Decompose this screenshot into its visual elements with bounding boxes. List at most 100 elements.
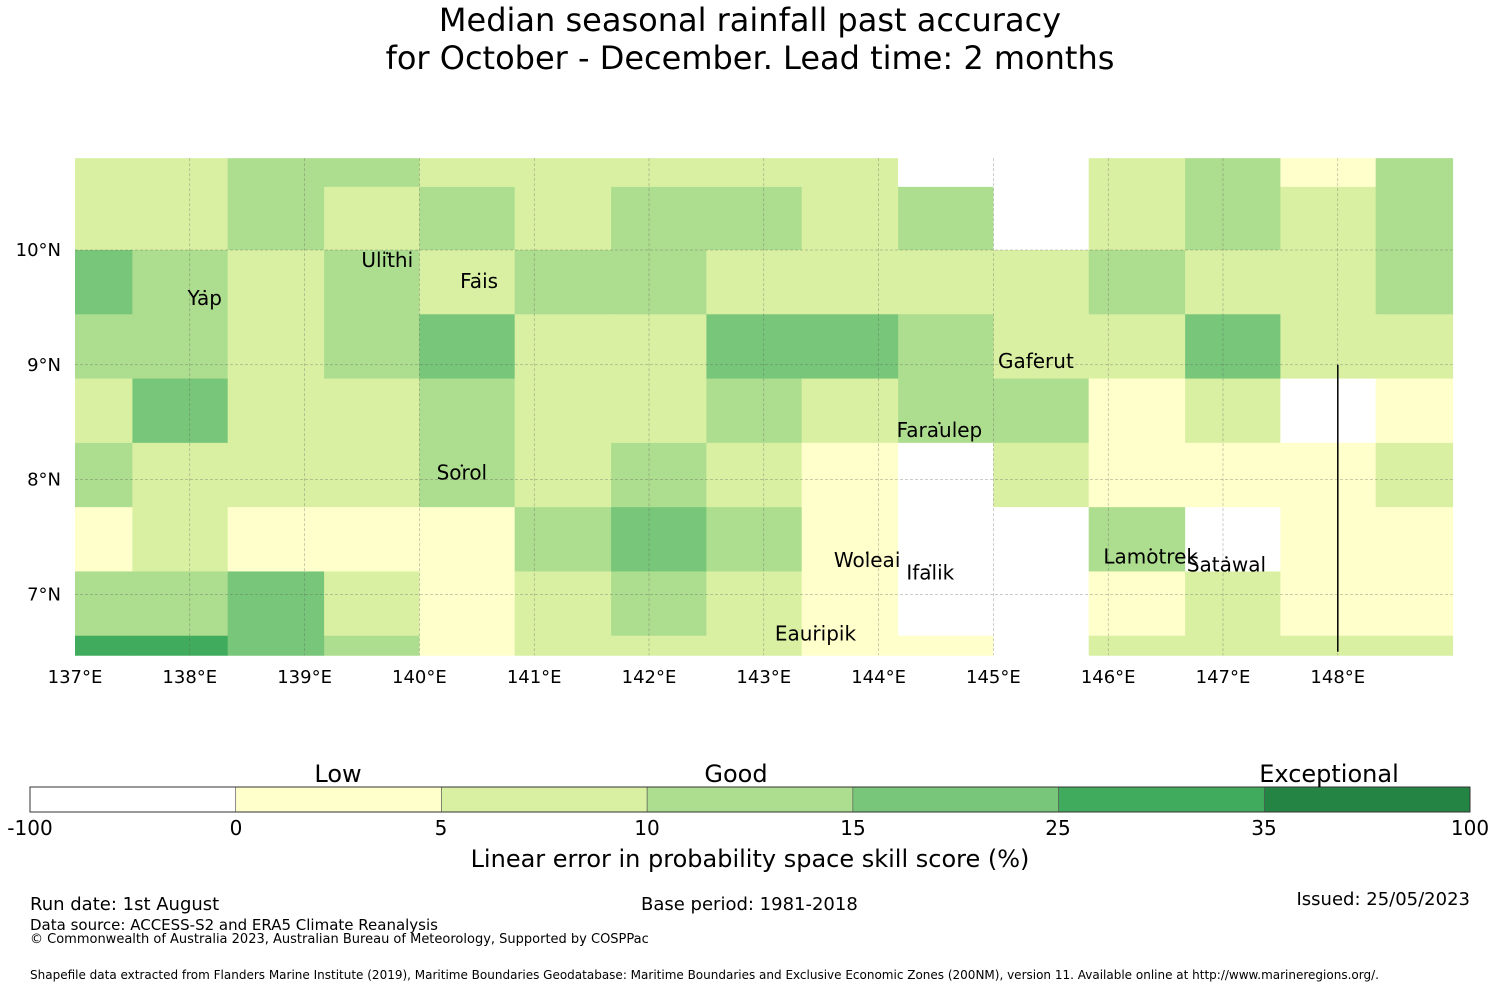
- grid-cell: [132, 250, 229, 315]
- island-label: Sorol: [437, 461, 488, 485]
- x-tick-label: 139°E: [277, 667, 332, 688]
- grid-cell: [419, 250, 516, 315]
- grid-cell: [132, 571, 229, 637]
- grid-cell: [227, 507, 325, 572]
- grid-cell: [1280, 250, 1377, 315]
- grid-cell: [611, 314, 707, 380]
- island-label: Eauripik: [775, 621, 857, 645]
- grid-cell: [611, 571, 707, 637]
- colorbar: [29, 786, 1471, 813]
- grid-cell: [706, 378, 803, 444]
- island-marker: [938, 421, 941, 425]
- island-marker: [1034, 353, 1038, 356]
- island-marker: [460, 464, 464, 467]
- island-marker: [929, 564, 932, 567]
- grid-cell: [227, 186, 325, 251]
- colorbar-tick: 100: [1450, 816, 1490, 840]
- grid-cell: [801, 571, 899, 637]
- grid-cell: [1280, 635, 1377, 656]
- run-date: Run date: 1st August: [30, 894, 220, 915]
- x-tick-label: 137°E: [48, 667, 103, 688]
- colorbar-tick: -100: [7, 816, 53, 840]
- grid-cell: [75, 571, 133, 637]
- island-label: Woleai: [834, 548, 901, 572]
- grid-cell: [1185, 186, 1281, 251]
- x-tick-label: 146°E: [1081, 667, 1136, 688]
- grid-cell: [1280, 158, 1377, 188]
- island-marker: [1149, 548, 1152, 551]
- grid-cell: [514, 507, 612, 572]
- grid-cell: [324, 378, 420, 444]
- grid-cell: [227, 378, 325, 444]
- grid-cell: [324, 635, 420, 656]
- grid-cell: [611, 378, 707, 444]
- grid-cell: [1375, 635, 1454, 656]
- grid-cell: [1185, 571, 1281, 637]
- grid-cell: [419, 378, 516, 444]
- grid-cell: [1088, 635, 1186, 656]
- grid-cell: [898, 314, 994, 380]
- grid-cell: [1185, 635, 1281, 656]
- chart-title-line2: for October - December. Lead time: 2 mon…: [385, 39, 1115, 77]
- grid-cell: [324, 250, 420, 315]
- y-tick-label: 8°N: [27, 470, 61, 491]
- grid-cell: [706, 507, 803, 572]
- grid-cell: [514, 186, 612, 251]
- grid-cell: [1375, 442, 1454, 508]
- grid-cell: [75, 378, 133, 444]
- colorbar-tick: 10: [634, 816, 660, 840]
- grid-cell: [1088, 442, 1186, 508]
- colorbar-swatch: [29, 786, 237, 813]
- grid-cell: [993, 635, 1090, 656]
- data-source: Data source: ACCESS-S2 and ERA5 Climate …: [30, 916, 438, 934]
- colorbar-swatch: [852, 786, 1059, 813]
- grid-cell: [993, 571, 1090, 637]
- grid-cell: [993, 378, 1090, 444]
- colorbar-category-good: Good: [704, 760, 768, 788]
- grid-cell: [75, 314, 133, 380]
- island-label: Yap: [187, 286, 222, 310]
- grid-cell: [1185, 507, 1281, 572]
- grid-cell: [514, 250, 612, 315]
- grid-cell: [801, 314, 899, 380]
- island-label: Lamotrek: [1103, 544, 1198, 568]
- grid-cell: [1375, 250, 1454, 315]
- x-tick-label: 147°E: [1196, 667, 1251, 688]
- issued-date: Issued: 25/05/2023: [1296, 889, 1470, 910]
- grid-cell: [514, 314, 612, 380]
- grid-cell: [611, 442, 707, 508]
- grid-cell: [514, 158, 612, 188]
- grid-cell: [75, 250, 133, 315]
- island-label: Ulithi: [361, 248, 413, 272]
- grid-cell: [324, 442, 420, 508]
- colorbar-swatch: [235, 786, 442, 813]
- grid-cell: [1375, 314, 1454, 380]
- x-axis-ticks: 137°E 138°E 139°E 140°E 141°E 142°E 143°E 144°E…: [48, 667, 1366, 688]
- grid-cell: [1088, 250, 1186, 315]
- grid-cell: [993, 158, 1090, 188]
- island-marker: [865, 551, 869, 555]
- grid-cell: [706, 635, 803, 656]
- grid-cell: [419, 186, 516, 251]
- colorbar-tick: 0: [229, 816, 243, 840]
- grid-cell: [514, 378, 612, 444]
- colorbar-swatch: [1263, 786, 1471, 813]
- skill-grid: [75, 158, 1454, 656]
- grid-cell: [324, 571, 420, 637]
- y-tick-label: 10°N: [16, 240, 61, 261]
- grid-cell: [993, 314, 1090, 380]
- x-tick-label: 148°E: [1310, 667, 1365, 688]
- island-marker: [203, 289, 206, 293]
- grid-cell: [611, 250, 707, 315]
- graticule: [75, 158, 1453, 656]
- grid-cell: [514, 635, 612, 656]
- grid-cell: [611, 635, 707, 656]
- grid-cell: [419, 635, 516, 656]
- grid-cell: [898, 442, 994, 508]
- grid-cell: [706, 250, 803, 315]
- grid-cell: [706, 186, 803, 251]
- grid-cell: [706, 314, 803, 380]
- grid-cell: [75, 442, 133, 508]
- grid-cell: [801, 442, 899, 508]
